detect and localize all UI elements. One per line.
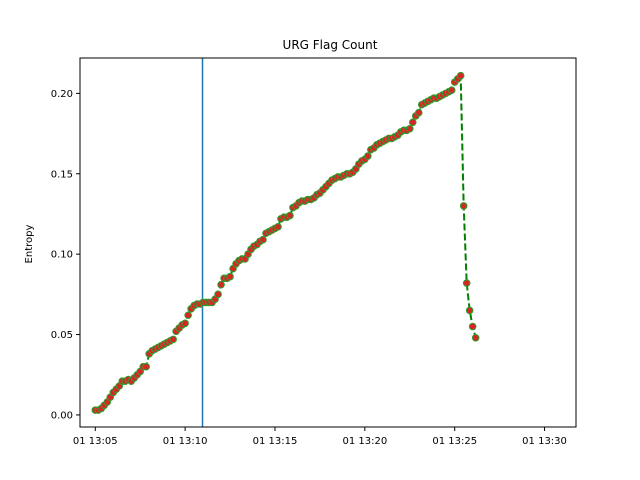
plot-area: [91, 58, 480, 427]
y-tick-label: 0.15: [51, 169, 73, 180]
data-point: [364, 152, 372, 160]
data-point: [214, 290, 222, 299]
data-point: [462, 279, 471, 287]
y-tick-label: 0.20: [51, 89, 73, 100]
data-point: [181, 319, 189, 328]
x-tick-label: 01 13:05: [73, 436, 118, 447]
y-axis: 0.00 0.05 0.10 0.15 0.20: [51, 89, 80, 421]
y-tick-label: 0.05: [51, 330, 73, 341]
data-point: [447, 86, 456, 94]
data-point: [459, 202, 468, 210]
data-point: [465, 306, 474, 315]
data-point: [259, 235, 267, 244]
x-tick-label: 01 13:20: [342, 436, 387, 447]
y-tick-label: 0.00: [51, 410, 73, 421]
plot-frame: [79, 57, 577, 428]
x-axis: 01 13:05 01 13:10 01 13:15 01 13:20 01 13:25…: [73, 427, 567, 447]
data-point: [142, 362, 150, 371]
x-tick-label: 01 13:30: [522, 436, 567, 447]
data-point: [169, 335, 177, 344]
x-tick-label: 01 13:25: [432, 436, 477, 447]
data-point: [456, 71, 465, 80]
data-point: [405, 124, 414, 133]
data-point: [217, 280, 225, 289]
x-tick-label: 01 13:15: [253, 436, 298, 447]
data-point: [471, 333, 480, 342]
data-point: [184, 311, 192, 320]
chart-title: URG Flag Count: [283, 38, 378, 52]
data-point: [274, 223, 282, 231]
data-point: [414, 108, 423, 117]
y-axis-label: Entropy: [24, 224, 35, 263]
data-point: [286, 211, 294, 220]
x-tick-label: 01 13:10: [163, 436, 208, 447]
data-point: [226, 272, 234, 281]
y-tick-label: 0.10: [51, 250, 73, 261]
data-point: [408, 118, 417, 127]
data-point: [468, 322, 477, 331]
